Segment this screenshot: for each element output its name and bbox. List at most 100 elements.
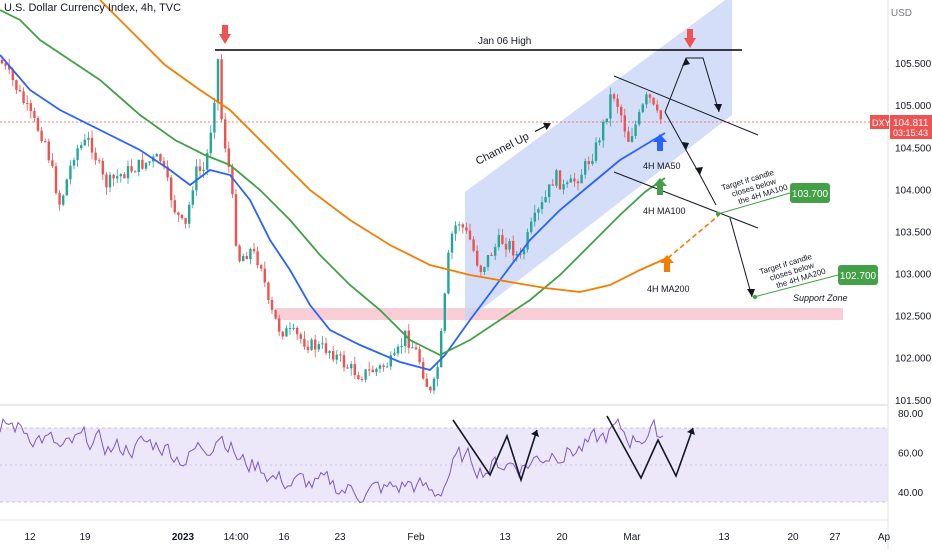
candle-body (342, 355, 346, 368)
candle-body (519, 253, 522, 255)
candle-body (137, 159, 140, 173)
candle-body (382, 365, 385, 368)
rsi-zigzags (452, 415, 694, 483)
ma100-label: 4H MA100 (643, 206, 686, 216)
price-tick-label: 104.500 (895, 143, 932, 154)
price-tick-label: 102.000 (895, 354, 932, 365)
target1-box (790, 183, 830, 203)
ma50-arrow (653, 134, 667, 151)
candle-body (483, 266, 486, 272)
candle-body (627, 131, 630, 142)
candle-body (360, 379, 364, 381)
candle-body (371, 369, 374, 373)
candle-body (494, 247, 497, 256)
candle-body (414, 347, 418, 350)
candle-body (141, 159, 144, 169)
candle-body (404, 330, 407, 346)
candle-body (299, 334, 302, 339)
candle-body (216, 59, 220, 103)
candle-body (443, 293, 446, 331)
candle-body (33, 111, 36, 118)
candle-body (353, 364, 356, 376)
candle-body (440, 330, 443, 368)
ma100-line (0, 9, 666, 357)
price-tick-label: 105.000 (895, 101, 932, 112)
candle-body (234, 194, 238, 246)
candle-body (454, 225, 457, 234)
candle-body (548, 184, 551, 198)
time-tick-label: 13 (499, 532, 511, 543)
candle-body (558, 170, 562, 190)
ma200-line (99, 0, 668, 293)
candle-body (44, 141, 47, 143)
time-tick-label: Ap (878, 532, 891, 543)
projection-paths (613, 57, 759, 298)
candle-body (551, 184, 554, 186)
price-tick-label: 105.500 (895, 59, 932, 70)
candle-body (245, 256, 248, 260)
candle-body (62, 195, 65, 205)
candle-body (288, 328, 292, 330)
bear-projection-path-2 (729, 217, 753, 298)
candle-body (504, 244, 508, 250)
candle-body (350, 364, 353, 369)
target2-value: 102.700 (840, 271, 877, 282)
candle-body (101, 160, 104, 175)
candle-body (522, 249, 526, 255)
candle-body (580, 174, 583, 184)
candle-body (515, 253, 518, 256)
candle-body (389, 355, 392, 367)
candle-body (126, 166, 130, 179)
candle-body (306, 346, 310, 350)
candles-group (0, 53, 662, 395)
candle-body (479, 265, 482, 272)
candle-body (321, 343, 324, 345)
candle-body (270, 300, 274, 310)
arrowhead-down-3 (747, 289, 755, 297)
candle-body (436, 367, 439, 379)
candle-body (224, 119, 227, 149)
candle-body (346, 367, 349, 369)
candle-body (587, 161, 590, 164)
candle-body (11, 69, 14, 81)
candle-body (396, 346, 400, 354)
candle-body (72, 160, 76, 166)
target1-value: 103.700 (792, 189, 829, 200)
candle-body (69, 165, 72, 180)
candle-body (378, 365, 382, 369)
ma50-label: 4H MA50 (643, 161, 681, 171)
candle-body (569, 178, 572, 183)
candle-body (620, 106, 623, 116)
candle-body (144, 162, 148, 169)
candle-body (476, 250, 479, 266)
time-tick-label: 23 (334, 532, 346, 543)
candle-body (148, 161, 151, 163)
candle-body (134, 171, 137, 173)
candle-body (594, 142, 598, 161)
candle-body (18, 90, 22, 92)
candle-body (173, 200, 176, 213)
currency-label: USD (890, 8, 912, 19)
candle-body (540, 202, 544, 210)
candle-body (94, 152, 97, 161)
candle-body (598, 140, 601, 143)
candle-body (155, 154, 158, 157)
rsi-zigzag-1 (452, 419, 538, 483)
channel-up-band (465, 0, 732, 322)
candle-body (170, 177, 173, 201)
rsi-tick-label: 40.00 (898, 488, 923, 499)
candle-body (386, 366, 389, 368)
candle-body (576, 181, 580, 184)
candle-body (108, 174, 112, 188)
candle-body (425, 378, 428, 387)
candle-body (267, 282, 270, 301)
rsi-axis-ticks: 80.00 60.00 40.00 (898, 409, 923, 499)
candle-body (8, 65, 11, 70)
projection-arrowheads (682, 58, 755, 297)
candle-body (544, 197, 547, 203)
candle-body (638, 112, 641, 125)
candle-body (357, 375, 360, 380)
candle-body (206, 153, 209, 170)
time-tick-label: 20 (787, 532, 799, 543)
